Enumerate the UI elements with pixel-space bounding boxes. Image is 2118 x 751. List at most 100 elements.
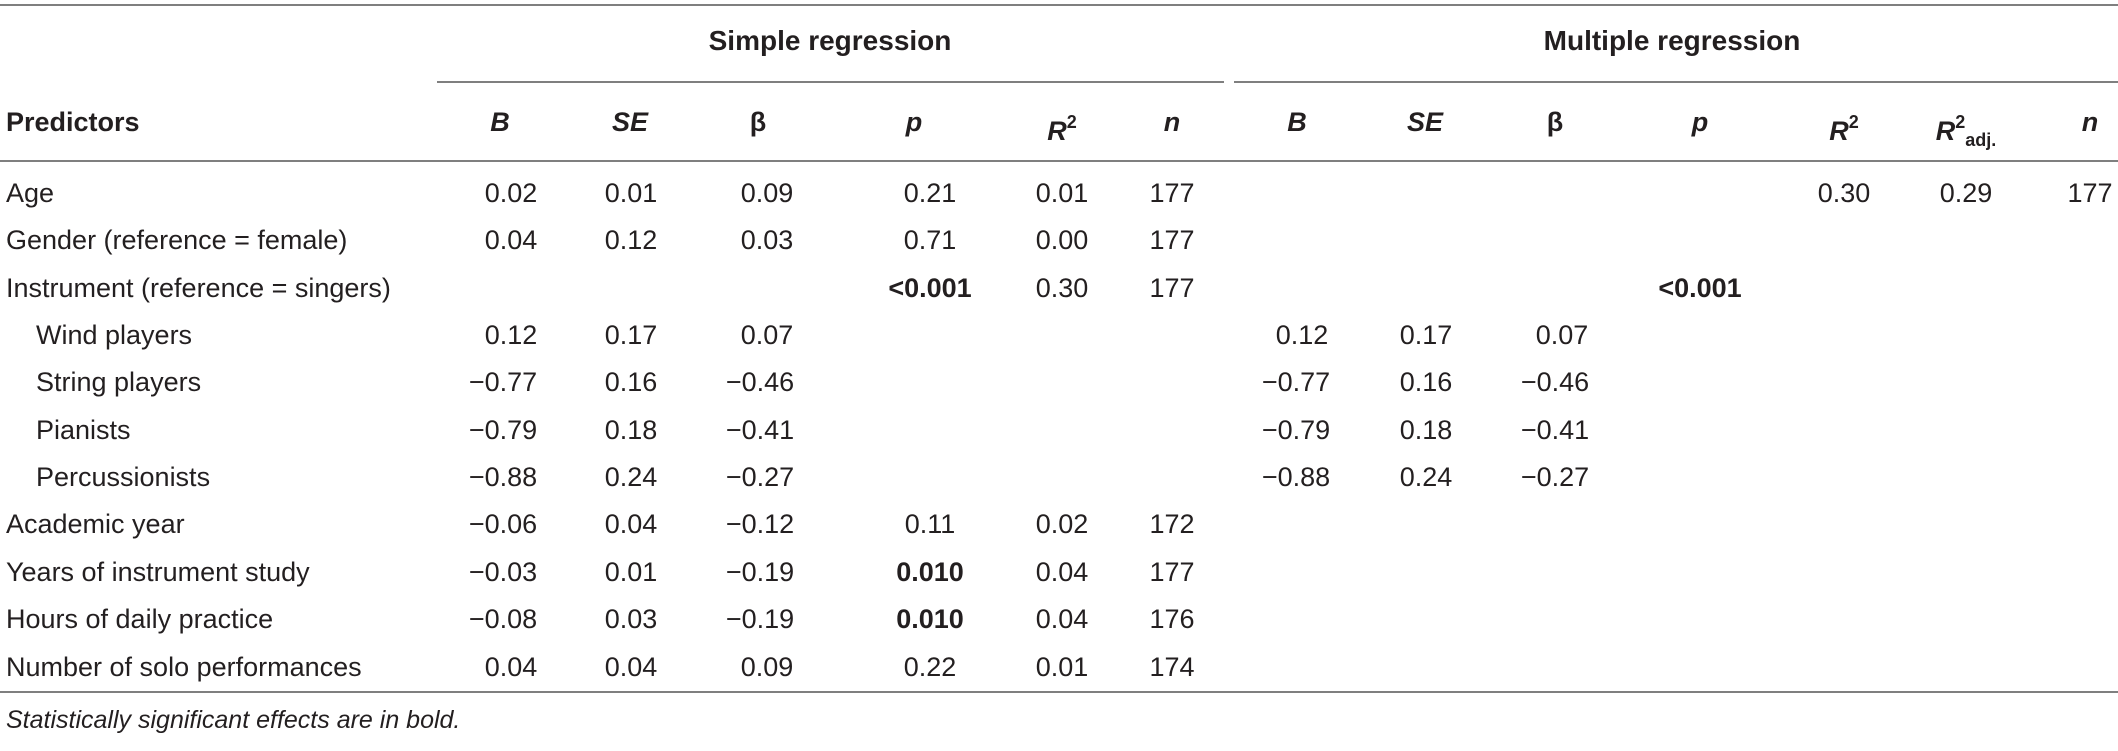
row-label-pianists: Pianists [36,415,131,445]
cell-simple-r2: 0.00 [1035,225,1089,255]
cell-simple-b: 0.12 [484,320,538,350]
cell-simple-p: 0.22 [903,652,957,682]
cell-multiple-se: 0.18 [1399,415,1453,445]
top-rule [0,4,2118,6]
multiple-r2-header: R2 [1829,105,1859,148]
cell-simple-r2: 0.04 [1035,604,1089,634]
cell-simple-n: 177 [1149,557,1195,587]
cell-simple-b: −0.08 [468,604,538,634]
multiple-r2adj-header: R2adj. [1936,105,1997,157]
cell-simple-p: <0.001 [888,273,972,303]
cell-simple-b: −0.03 [468,557,538,587]
cell-multiple-beta: −0.27 [1520,462,1590,492]
cell-simple-n: 176 [1149,604,1195,634]
multiple-r2-letter: R [1829,116,1849,146]
cell-multiple-se: 0.24 [1399,462,1453,492]
cell-simple-beta: 0.07 [740,320,794,350]
cell-simple-se: 0.17 [604,320,658,350]
cell-simple-n: 177 [1149,273,1195,303]
cell-simple-n: 177 [1149,225,1195,255]
row-label-wind-players: Wind players [36,320,193,350]
cell-simple-r2: 0.01 [1035,178,1089,208]
simple-beta-header: β [749,107,767,137]
simple-regression-heading: Simple regression [708,25,952,56]
cell-simple-b: 0.04 [484,225,538,255]
cell-multiple-r2: 0.30 [1817,178,1871,208]
cell-multiple-r2adj: 0.29 [1939,178,1993,208]
cell-simple-se: 0.24 [604,462,658,492]
cell-simple-se: 0.01 [604,178,658,208]
cell-multiple-se: 0.17 [1399,320,1453,350]
cell-simple-n: 174 [1149,652,1195,682]
simple-p-header: p [905,107,923,137]
multiple-group-rule [1234,81,2118,83]
cell-simple-p: 0.010 [896,557,964,587]
cell-simple-beta: −0.27 [725,462,795,492]
cell-simple-p: 0.21 [903,178,957,208]
cell-simple-p: 0.11 [904,509,956,539]
simple-r2-sup: 2 [1066,112,1077,132]
cell-simple-n: 177 [1149,178,1195,208]
multiple-r2-sup: 2 [1848,112,1859,132]
cell-simple-b: −0.06 [468,509,538,539]
cell-simple-se: 0.04 [604,652,658,682]
multiple-r2adj-sup: 2 [1955,112,1966,132]
cell-simple-se: 0.04 [604,509,658,539]
cell-multiple-se: 0.16 [1399,367,1453,397]
cell-multiple-b: −0.79 [1261,415,1331,445]
simple-r2-letter: R [1047,116,1067,146]
row-label-number-of-solo-performances: Number of solo performances [6,652,362,682]
cell-simple-se: 0.01 [604,557,658,587]
multiple-regression-heading: Multiple regression [1543,25,1801,56]
cell-multiple-b: −0.88 [1261,462,1331,492]
cell-simple-beta: 0.09 [740,178,794,208]
row-label-age: Age [6,178,55,208]
header-rule [0,160,2118,162]
row-label-instrument: Instrument (reference = singers) [6,273,391,303]
simple-group-rule [437,81,1224,83]
multiple-p-header: p [1691,107,1709,137]
cell-simple-se: 0.12 [604,225,658,255]
cell-simple-b: −0.88 [468,462,538,492]
multiple-se-header: SE [1406,107,1444,137]
cell-simple-beta: −0.46 [725,367,795,397]
cell-simple-se: 0.03 [604,604,658,634]
cell-multiple-b: 0.12 [1275,320,1329,350]
cell-simple-beta: −0.41 [725,415,795,445]
simple-r2-header: R2 [1047,105,1077,148]
row-label-years-of-instrument-study: Years of instrument study [6,557,310,587]
simple-n-header: n [1163,107,1181,137]
multiple-b-header: B [1287,107,1307,137]
cell-simple-b: −0.79 [468,415,538,445]
simple-se-header: SE [611,107,649,137]
predictors-header: Predictors [6,107,140,137]
cell-simple-beta: −0.19 [725,604,795,634]
cell-simple-r2: 0.04 [1035,557,1089,587]
cell-simple-p: 0.71 [903,225,957,255]
multiple-r2adj-letter: R [1935,116,1956,146]
cell-simple-se: 0.18 [604,415,658,445]
multiple-n-header: n [2081,107,2099,137]
cell-simple-beta: 0.09 [740,652,794,682]
cell-simple-n: 172 [1149,509,1195,539]
cell-multiple-n: 177 [2067,178,2113,208]
cell-simple-beta: −0.12 [725,509,795,539]
cell-simple-p: 0.010 [896,604,964,634]
row-label-string-players: String players [36,367,202,397]
row-label-percussionists: Percussionists [36,462,211,492]
cell-multiple-beta: −0.41 [1520,415,1590,445]
row-label-hours-of-daily-practice: Hours of daily practice [6,604,274,634]
cell-simple-se: 0.16 [604,367,658,397]
cell-simple-r2: 0.01 [1035,652,1089,682]
row-label-academic-year: Academic year [6,509,185,539]
cell-simple-beta: 0.03 [740,225,794,255]
bottom-rule [0,691,2118,693]
cell-simple-r2: 0.02 [1035,509,1089,539]
cell-multiple-beta: 0.07 [1535,320,1589,350]
cell-simple-beta: −0.19 [725,557,795,587]
multiple-beta-header: β [1546,107,1564,137]
cell-simple-b: −0.77 [468,367,538,397]
multiple-r2adj-sub: adj. [1965,130,1997,150]
simple-b-header: B [490,107,510,137]
